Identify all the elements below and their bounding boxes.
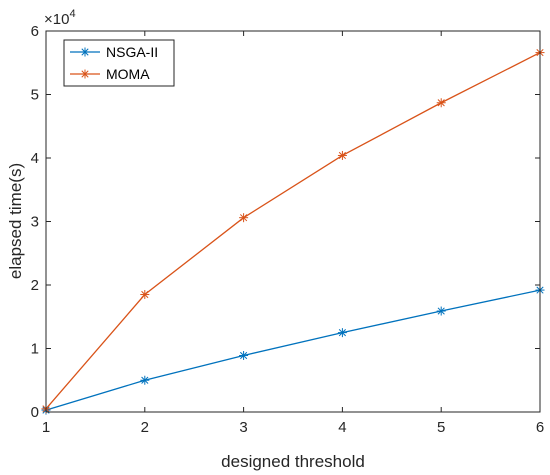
data-point-nsga-ii — [239, 350, 249, 360]
data-point-nsga-ii — [436, 306, 446, 316]
data-point-nsga-ii — [337, 328, 347, 338]
series-line-nsga-ii — [45, 289, 541, 411]
legend-marker-nsga-ii — [80, 47, 90, 57]
legend-label-nsga-ii: NSGA-II — [106, 44, 158, 60]
x-axis-title: designed threshold — [221, 452, 365, 471]
data-point-moma — [337, 150, 347, 160]
y-tick-label: 0 — [31, 404, 39, 421]
legend-items: NSGA-II MOMA — [70, 44, 158, 82]
x-tick-label: 6 — [536, 419, 544, 436]
x-tick-label: 2 — [141, 419, 149, 436]
legend-label-moma: MOMA — [106, 66, 150, 82]
x-tick-label: 5 — [437, 419, 445, 436]
plot-area — [46, 31, 540, 412]
y-tick-label: 6 — [31, 23, 39, 40]
y-exponent-label: ×104 — [44, 8, 76, 28]
y-tick-label: 3 — [31, 214, 39, 231]
x-tick-label: 1 — [42, 419, 50, 436]
x-tick-label: 3 — [239, 419, 247, 436]
legend-marker-moma — [80, 69, 90, 79]
y-tick-label: 4 — [31, 150, 39, 167]
x-tick-label: 4 — [338, 419, 346, 436]
y-tick-label: 1 — [31, 341, 39, 358]
data-point-moma — [239, 213, 249, 223]
data-point-moma — [140, 290, 150, 300]
series-line-moma — [45, 52, 541, 410]
legend: NSGA-II MOMA — [63, 39, 175, 87]
data-point-moma — [436, 98, 446, 108]
legend-box — [63, 39, 175, 87]
y-axis-title: elapsed time(s) — [6, 163, 25, 279]
y-tick-label: 2 — [31, 277, 39, 294]
data-point-nsga-ii — [140, 375, 150, 385]
y-tick-label: 5 — [31, 87, 39, 104]
